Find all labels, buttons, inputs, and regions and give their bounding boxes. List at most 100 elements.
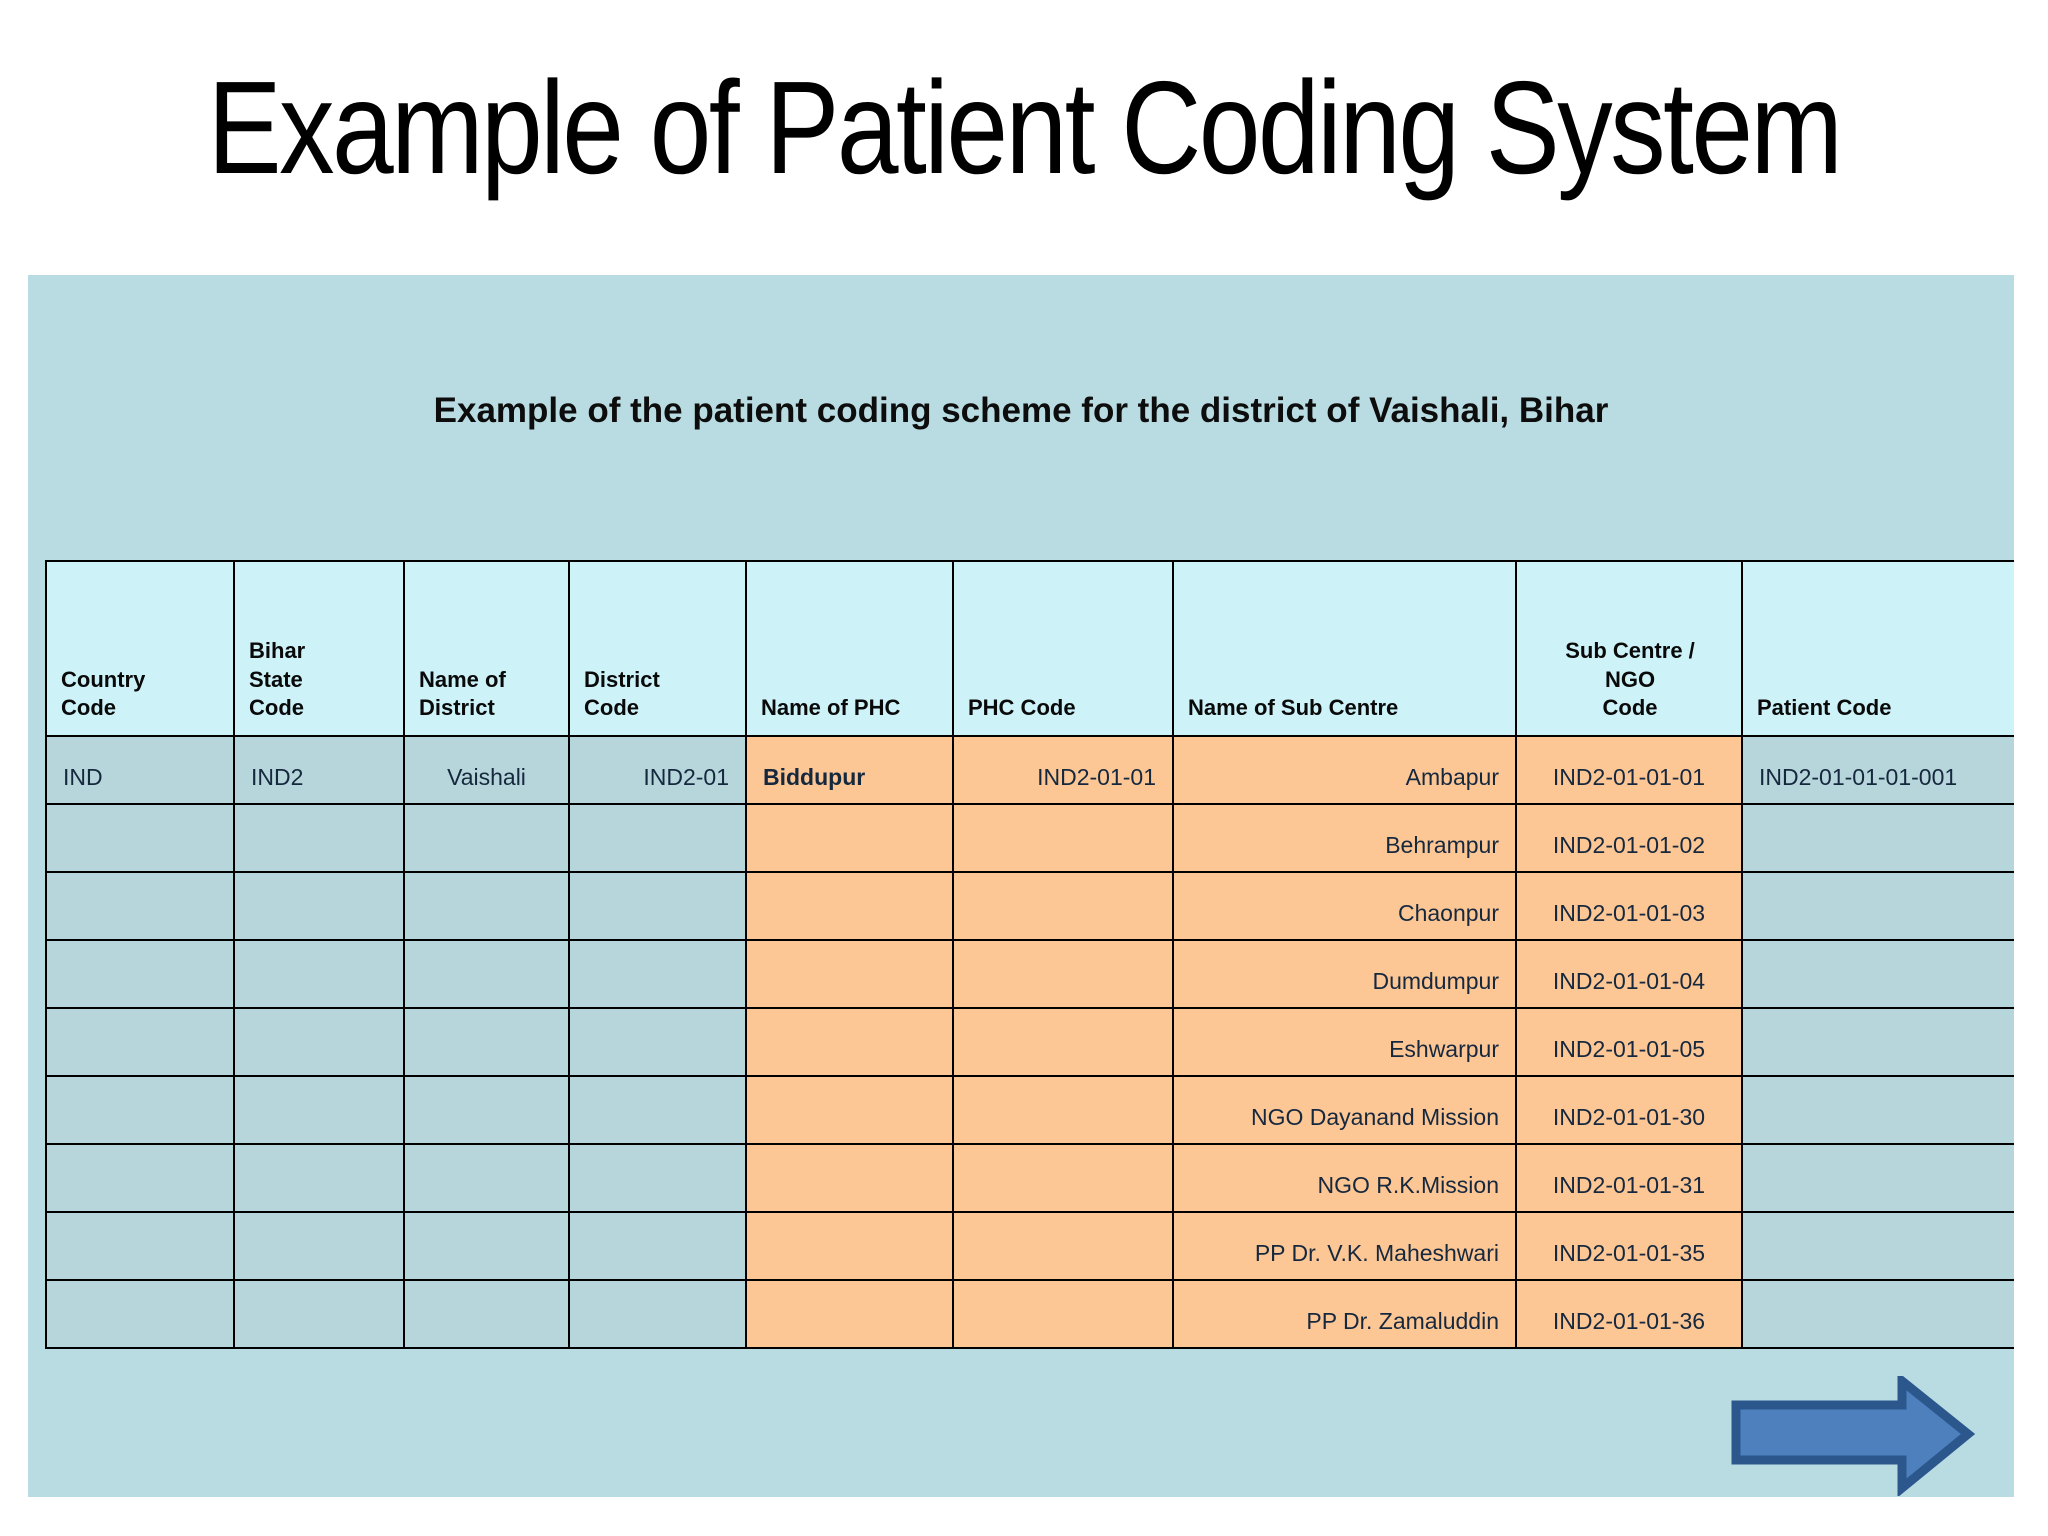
table-cell: [1741, 1007, 2014, 1077]
table-cell: IND2-01-01-02: [1515, 803, 1743, 873]
table-cell: Vaishali: [403, 735, 570, 805]
table-cell: IND2-01-01-30: [1515, 1075, 1743, 1145]
table-cell: [568, 1007, 747, 1077]
table-cell: IND: [45, 735, 235, 805]
table-cell: [952, 871, 1174, 941]
table-cell: [952, 1143, 1174, 1213]
table-cell: [745, 1075, 954, 1145]
table-cell: [1741, 1279, 2014, 1349]
table-cell: [568, 803, 747, 873]
table-cell: [1741, 939, 2014, 1009]
table-row: IND IND2 Vaishali IND2-01 Biddupur IND2-01-01…: [45, 735, 2014, 805]
col-header-name-of-phc: Name of PHC: [745, 560, 954, 737]
table-cell: IND2-01-01-31: [1515, 1143, 1743, 1213]
table-cell: [952, 803, 1174, 873]
table-cell: [568, 871, 747, 941]
table-cell: IND2-01-01-01-001: [1741, 735, 2014, 805]
table-row: Behrampur IND2-01-01-02: [45, 803, 2014, 873]
table-cell: [45, 939, 235, 1009]
table-cell: [45, 1007, 235, 1077]
table-cell: [233, 803, 405, 873]
table-cell: [1741, 1143, 2014, 1213]
table-cell: IND2-01-01-01: [1515, 735, 1743, 805]
table-cell: IND2-01-01-36: [1515, 1279, 1743, 1349]
table-cell: NGO Dayanand Mission: [1172, 1075, 1517, 1145]
table-cell: [45, 803, 235, 873]
table-cell: [403, 1007, 570, 1077]
table-cell: [1741, 1075, 2014, 1145]
table-cell: [403, 871, 570, 941]
table-cell: IND2-01-01: [952, 735, 1174, 805]
table-cell: Dumdumpur: [1172, 939, 1517, 1009]
table-row: PP Dr. V.K. Maheshwari IND2-01-01-35: [45, 1211, 2014, 1281]
table-cell: [403, 1143, 570, 1213]
patient-coding-table: Country Code Bihar State Code Name of Di…: [45, 560, 2014, 1349]
table-cell: [403, 1075, 570, 1145]
table-cell: IND2-01-01-35: [1515, 1211, 1743, 1281]
table-cell: [745, 871, 954, 941]
table-row: PP Dr. Zamaluddin IND2-01-01-36: [45, 1279, 2014, 1349]
col-header-sub-centre-ngo-code: Sub Centre / NGO Code: [1515, 560, 1743, 737]
table-cell: Chaonpur: [1172, 871, 1517, 941]
table-cell: [745, 1143, 954, 1213]
table-row: Chaonpur IND2-01-01-03: [45, 871, 2014, 941]
table-cell: [568, 1279, 747, 1349]
table-cell: [568, 939, 747, 1009]
table-cell: [745, 939, 954, 1009]
table-cell: [745, 1279, 954, 1349]
table-cell: Biddupur: [745, 735, 954, 805]
table-cell: [952, 1075, 1174, 1145]
table-cell: [745, 1211, 954, 1281]
table-cell: [568, 1075, 747, 1145]
table-row: NGO R.K.Mission IND2-01-01-31: [45, 1143, 2014, 1213]
table-cell: [1741, 1211, 2014, 1281]
table-cell: [745, 1007, 954, 1077]
table-cell: [233, 1143, 405, 1213]
table-cell: [568, 1211, 747, 1281]
col-header-name-of-district: Name of District: [403, 560, 570, 737]
table-cell: IND2-01: [568, 735, 747, 805]
table-cell: [952, 1007, 1174, 1077]
table-cell: [233, 939, 405, 1009]
table-cell: IND2-01-01-05: [1515, 1007, 1743, 1077]
table-cell: [403, 803, 570, 873]
table-cell: [233, 1075, 405, 1145]
table-cell: [233, 1279, 405, 1349]
table-cell: [403, 939, 570, 1009]
col-header-name-of-sub-centre: Name of Sub Centre: [1172, 560, 1517, 737]
content-panel: Example of the patient coding scheme for…: [28, 275, 2014, 1497]
table-cell: [403, 1279, 570, 1349]
table-row: NGO Dayanand Mission IND2-01-01-30: [45, 1075, 2014, 1145]
table-cell: [45, 871, 235, 941]
panel-subtitle: Example of the patient coding scheme for…: [433, 391, 1609, 430]
table-cell: [45, 1143, 235, 1213]
table-cell: [952, 1279, 1174, 1349]
right-arrow-icon: [1731, 1376, 1976, 1496]
table-cell: [45, 1211, 235, 1281]
table-cell: [233, 1211, 405, 1281]
table-cell: [403, 1211, 570, 1281]
slide-title: Example of Patient Coding System: [207, 54, 1843, 201]
table-body: IND IND2 Vaishali IND2-01 Biddupur IND2-01-01…: [45, 735, 2014, 1349]
table-cell: IND2-01-01-03: [1515, 871, 1743, 941]
table-cell: PP Dr. Zamaluddin: [1172, 1279, 1517, 1349]
table-cell: IND2-01-01-04: [1515, 939, 1743, 1009]
col-header-district-code: District Code: [568, 560, 747, 737]
table-row: Eshwarpur IND2-01-01-05: [45, 1007, 2014, 1077]
col-header-country-code: Country Code: [45, 560, 235, 737]
table-header-row: Country Code Bihar State Code Name of Di…: [45, 560, 2014, 737]
table-cell: Eshwarpur: [1172, 1007, 1517, 1077]
table-cell: IND2: [233, 735, 405, 805]
table-cell: [45, 1075, 235, 1145]
table-cell: Behrampur: [1172, 803, 1517, 873]
table-cell: [1741, 803, 2014, 873]
table-cell: [45, 1279, 235, 1349]
table-cell: [568, 1143, 747, 1213]
table-row: Dumdumpur IND2-01-01-04: [45, 939, 2014, 1009]
table-cell: [233, 871, 405, 941]
table-cell: [745, 803, 954, 873]
table-cell: Ambapur: [1172, 735, 1517, 805]
col-header-phc-code: PHC Code: [952, 560, 1174, 737]
col-header-patient-code: Patient Code: [1741, 560, 2014, 737]
table-cell: [952, 1211, 1174, 1281]
